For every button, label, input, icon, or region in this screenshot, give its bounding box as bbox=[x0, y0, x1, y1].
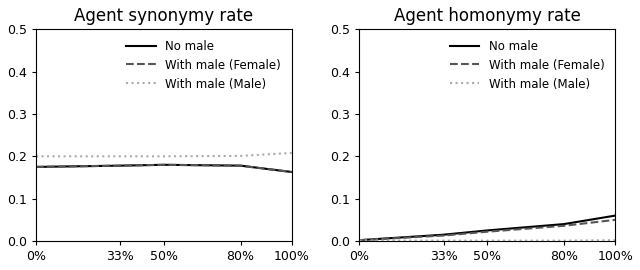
With male (Female) bbox=[560, 224, 568, 227]
With male (Female) bbox=[611, 218, 619, 221]
No male bbox=[32, 165, 40, 168]
Title: Agent homonymy rate: Agent homonymy rate bbox=[394, 7, 580, 25]
With male (Female) bbox=[356, 239, 364, 242]
With male (Male) bbox=[32, 155, 40, 158]
No male bbox=[611, 214, 619, 217]
No male bbox=[288, 170, 296, 174]
Line: With male (Female): With male (Female) bbox=[36, 165, 292, 172]
With male (Male) bbox=[288, 151, 296, 154]
With male (Female) bbox=[483, 230, 491, 233]
No male bbox=[483, 229, 491, 232]
Legend: No male, With male (Female), With male (Male): No male, With male (Female), With male (… bbox=[445, 35, 609, 95]
No male bbox=[237, 164, 244, 167]
Line: With male (Male): With male (Male) bbox=[360, 240, 615, 241]
With male (Male) bbox=[237, 154, 244, 157]
With male (Male) bbox=[116, 155, 124, 158]
Title: Agent synonymy rate: Agent synonymy rate bbox=[74, 7, 253, 25]
No male bbox=[116, 164, 124, 167]
With male (Male) bbox=[440, 239, 447, 242]
No male bbox=[440, 233, 447, 236]
Line: With male (Male): With male (Male) bbox=[36, 153, 292, 156]
No male bbox=[356, 239, 364, 242]
With male (Female) bbox=[160, 163, 168, 166]
With male (Male) bbox=[483, 239, 491, 242]
Line: With male (Female): With male (Female) bbox=[360, 220, 615, 240]
Legend: No male, With male (Female), With male (Male): No male, With male (Female), With male (… bbox=[122, 35, 285, 95]
With male (Male) bbox=[356, 239, 364, 242]
No male bbox=[560, 222, 568, 226]
Line: No male: No male bbox=[36, 165, 292, 172]
With male (Male) bbox=[160, 155, 168, 158]
With male (Male) bbox=[560, 239, 568, 242]
With male (Female) bbox=[288, 170, 296, 174]
With male (Female) bbox=[32, 165, 40, 168]
No male bbox=[160, 163, 168, 166]
Line: No male: No male bbox=[360, 216, 615, 240]
With male (Female) bbox=[116, 164, 124, 167]
With male (Male) bbox=[611, 239, 619, 242]
With male (Female) bbox=[440, 234, 447, 237]
With male (Female) bbox=[237, 164, 244, 167]
